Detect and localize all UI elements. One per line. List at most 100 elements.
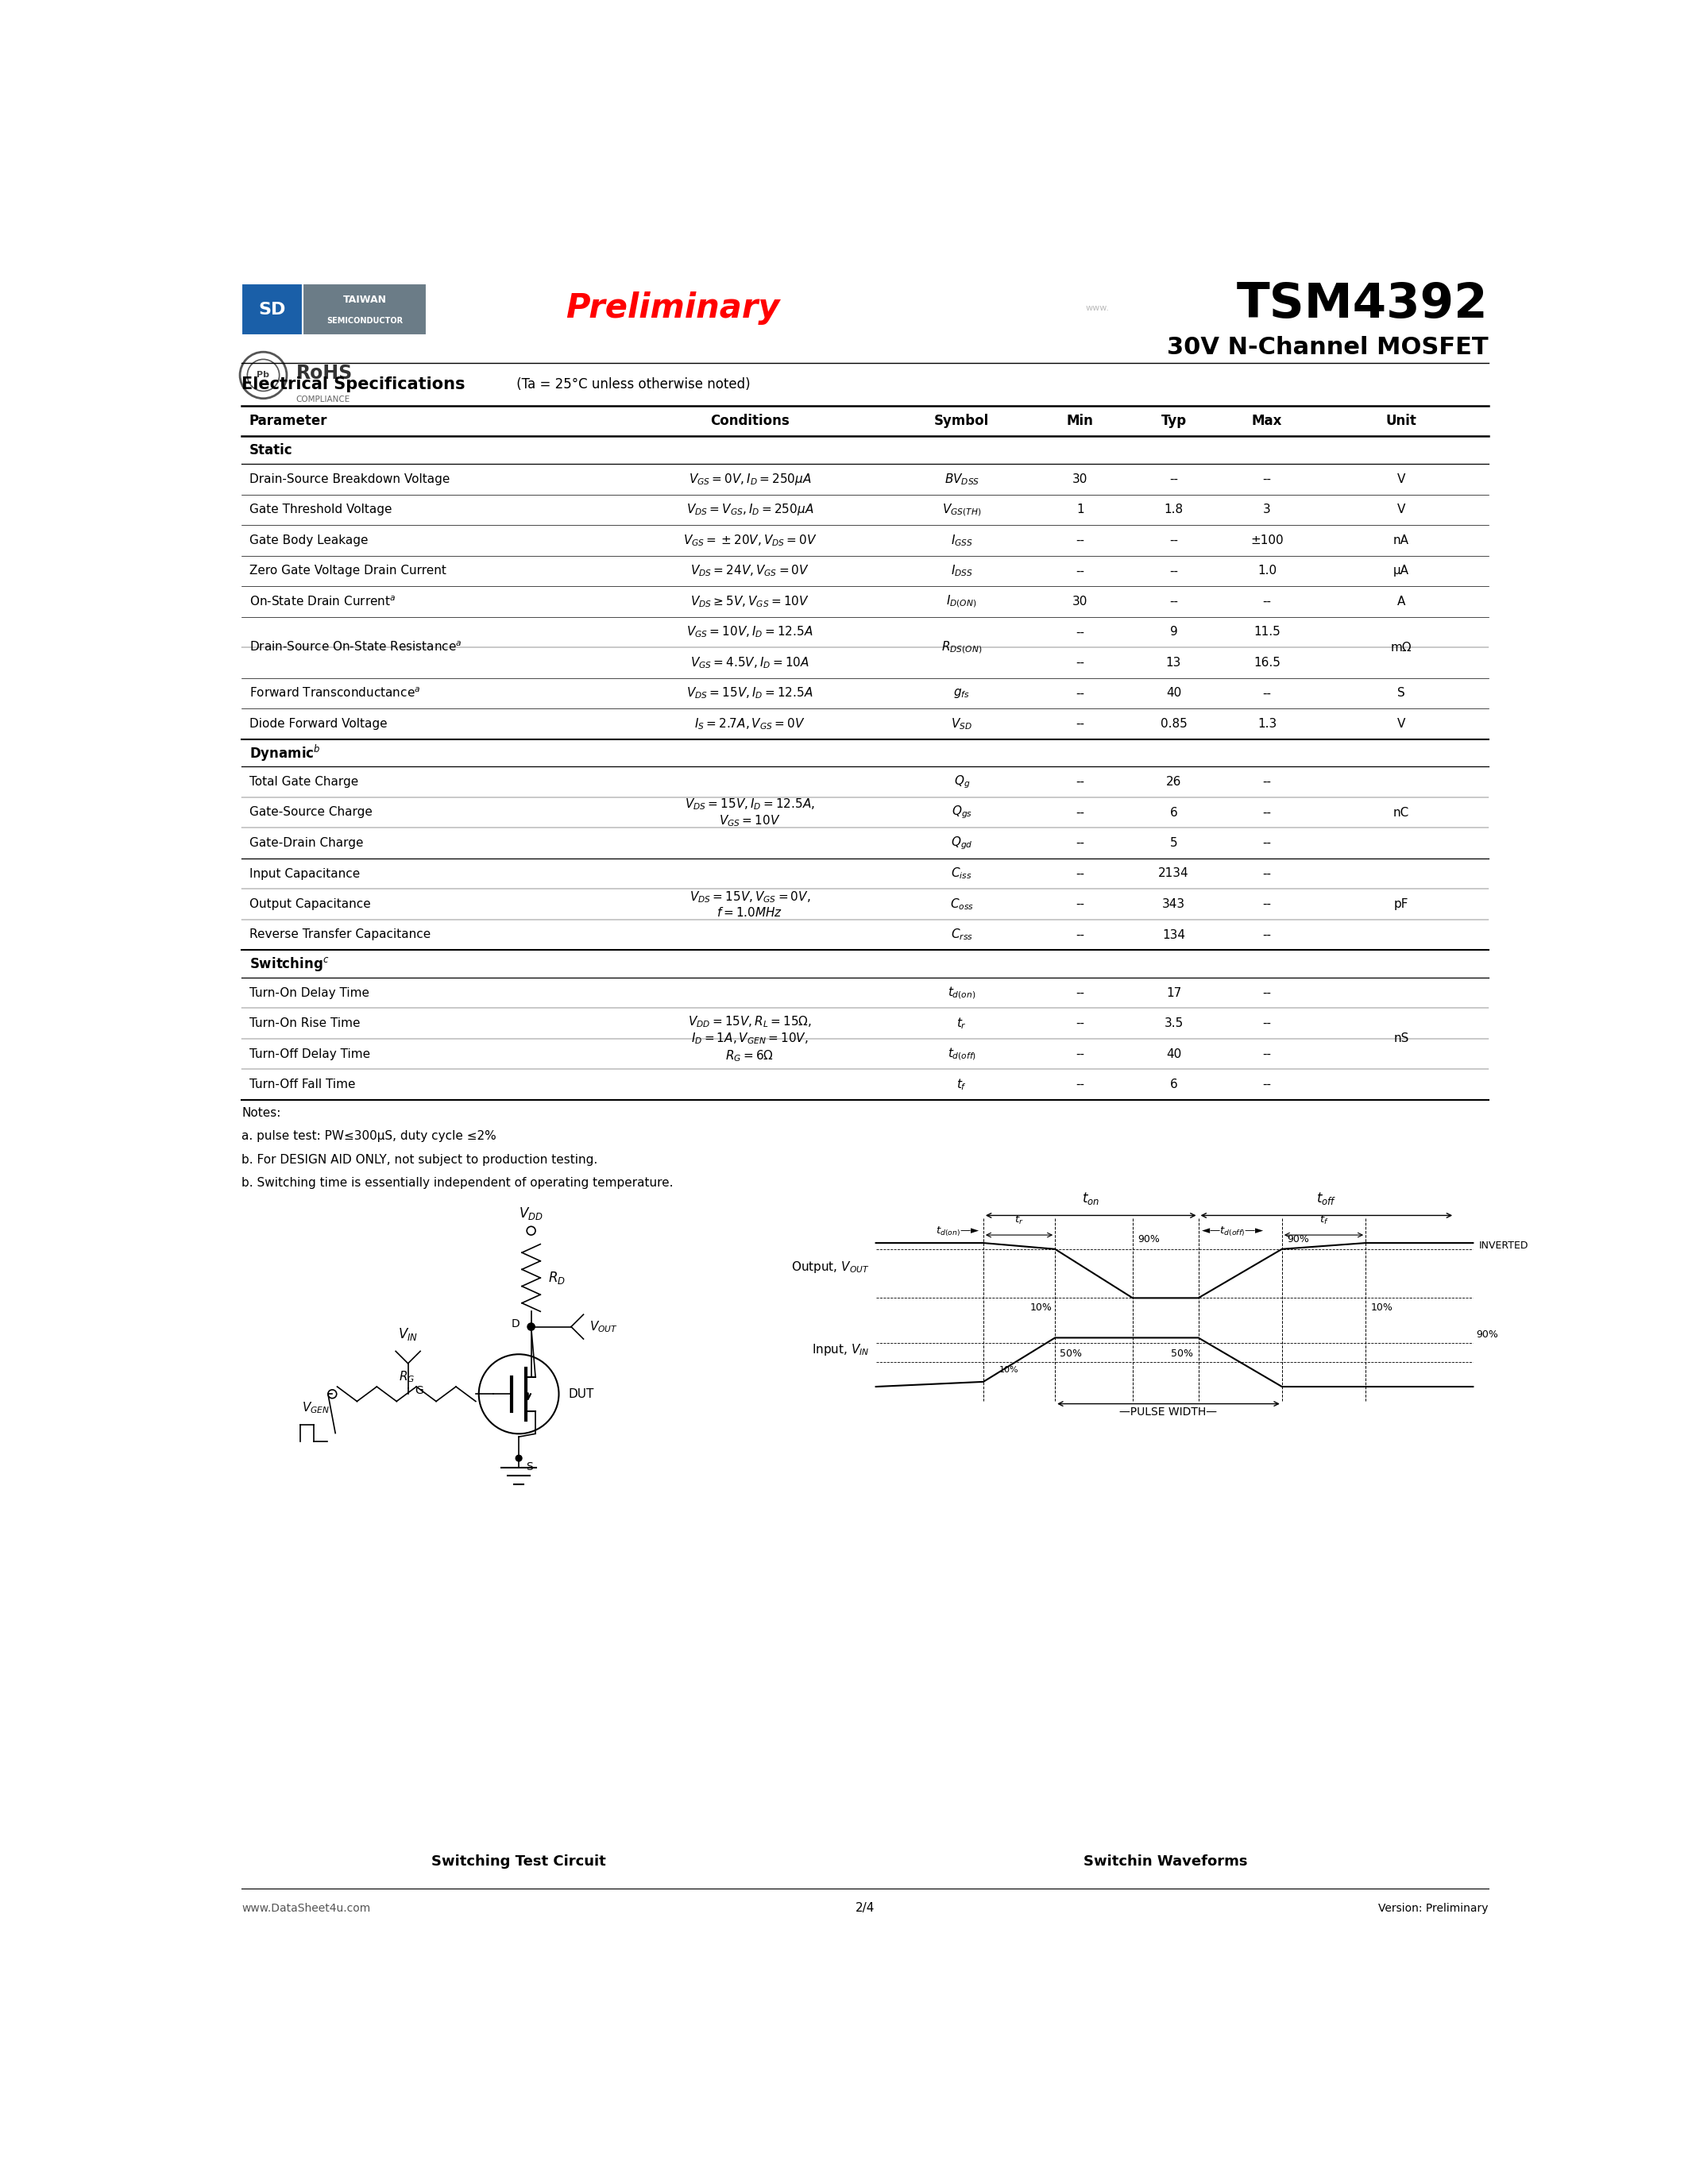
Text: Switching$^c$: Switching$^c$ — [250, 954, 329, 972]
Text: $V_{GS(TH)}$: $V_{GS(TH)}$ — [942, 502, 981, 518]
Text: $Q_{gd}$: $Q_{gd}$ — [950, 834, 972, 852]
Text: 9: 9 — [1170, 627, 1178, 638]
Text: 5: 5 — [1170, 836, 1178, 850]
Text: V: V — [1398, 719, 1406, 729]
Text: 1: 1 — [1077, 505, 1084, 515]
Text: --: -- — [1263, 806, 1271, 819]
Text: $V_{DS}=24V, V_{GS}=0V$: $V_{DS}=24V, V_{GS}=0V$ — [690, 563, 809, 579]
Text: --: -- — [1263, 898, 1271, 911]
Text: --: -- — [1263, 928, 1271, 941]
Text: 40: 40 — [1166, 1048, 1182, 1059]
Text: 30: 30 — [1072, 474, 1087, 485]
Text: $R_{DS(ON)}$: $R_{DS(ON)}$ — [942, 640, 982, 655]
Text: 2/4: 2/4 — [856, 1902, 874, 1913]
Text: --: -- — [1075, 627, 1084, 638]
Circle shape — [517, 1455, 522, 1461]
Text: Drain-Source On-State Resistance$^a$: Drain-Source On-State Resistance$^a$ — [250, 640, 463, 653]
Text: Turn-On Rise Time: Turn-On Rise Time — [250, 1018, 360, 1029]
Text: 134: 134 — [1161, 928, 1185, 941]
Text: b. For DESIGN AID ONLY, not subject to production testing.: b. For DESIGN AID ONLY, not subject to p… — [241, 1153, 598, 1166]
Text: Gate Threshold Voltage: Gate Threshold Voltage — [250, 505, 392, 515]
Text: 10%: 10% — [1371, 1302, 1393, 1313]
Text: $Q_{gs}$: $Q_{gs}$ — [952, 804, 972, 821]
Text: Forward Transconductance$^a$: Forward Transconductance$^a$ — [250, 686, 420, 699]
Text: nC: nC — [1393, 806, 1409, 819]
Text: $t_r$: $t_r$ — [957, 1016, 967, 1031]
Text: $g_{fs}$: $g_{fs}$ — [954, 686, 971, 699]
Text: S: S — [1398, 688, 1404, 699]
Bar — [302, 284, 427, 336]
Text: $t_{on}$: $t_{on}$ — [1082, 1190, 1099, 1206]
Text: --: -- — [1263, 867, 1271, 880]
Text: 10%: 10% — [999, 1367, 1018, 1374]
Text: Notes:: Notes: — [241, 1107, 280, 1118]
Text: nA: nA — [1393, 535, 1409, 546]
Text: --: -- — [1075, 775, 1084, 788]
Text: --: -- — [1075, 719, 1084, 729]
Text: 10%: 10% — [1030, 1302, 1052, 1313]
Text: G: G — [415, 1385, 424, 1396]
Text: $t_r$: $t_r$ — [1014, 1214, 1023, 1225]
Text: --: -- — [1263, 1018, 1271, 1029]
Text: $C_{iss}$: $C_{iss}$ — [952, 867, 972, 880]
Text: Gate-Source Charge: Gate-Source Charge — [250, 806, 371, 819]
Text: TAIWAN: TAIWAN — [343, 295, 387, 306]
Text: μA: μA — [1393, 566, 1409, 577]
Text: $C_{oss}$: $C_{oss}$ — [950, 898, 974, 911]
Text: --: -- — [1075, 867, 1084, 880]
Text: --: -- — [1263, 775, 1271, 788]
Text: --: -- — [1263, 474, 1271, 485]
Text: $V_{DS}=15V, I_D=12.5A$: $V_{DS}=15V, I_D=12.5A$ — [687, 686, 814, 701]
Text: 90%: 90% — [1475, 1330, 1499, 1339]
Text: nS: nS — [1394, 1033, 1409, 1044]
Text: RoHS: RoHS — [295, 365, 353, 382]
Text: 90%: 90% — [1286, 1234, 1308, 1245]
Text: Symbol: Symbol — [933, 415, 989, 428]
Text: Dynamic$^b$: Dynamic$^b$ — [250, 743, 321, 762]
Text: $V_{DS}\geq5V, V_{GS}=10V$: $V_{DS}\geq5V, V_{GS}=10V$ — [690, 594, 809, 609]
Text: 6: 6 — [1170, 1079, 1178, 1090]
Text: 343: 343 — [1161, 898, 1185, 911]
Text: $V_{DS}=15V, I_D=12.5A,$
$V_{GS}=10V$: $V_{DS}=15V, I_D=12.5A,$ $V_{GS}=10V$ — [685, 797, 815, 828]
Text: $V_{DS}=V_{GS}, I_D=250\mu A$: $V_{DS}=V_{GS}, I_D=250\mu A$ — [685, 502, 814, 518]
Text: 50%: 50% — [1060, 1348, 1082, 1358]
Text: --: -- — [1075, 1048, 1084, 1059]
Text: $V_{IN}$: $V_{IN}$ — [398, 1326, 419, 1341]
Text: $t_{off}$: $t_{off}$ — [1317, 1190, 1337, 1206]
Text: 1.8: 1.8 — [1165, 505, 1183, 515]
Text: $I_{D(ON)}$: $I_{D(ON)}$ — [947, 594, 977, 609]
Text: $BV_{DSS}$: $BV_{DSS}$ — [944, 472, 979, 487]
Text: Zero Gate Voltage Drain Current: Zero Gate Voltage Drain Current — [250, 566, 446, 577]
Text: --: -- — [1170, 474, 1178, 485]
Text: 90%: 90% — [1138, 1234, 1160, 1245]
Text: 3: 3 — [1263, 505, 1271, 515]
Text: --: -- — [1075, 1018, 1084, 1029]
Text: 30V N-Channel MOSFET: 30V N-Channel MOSFET — [1166, 336, 1489, 358]
Text: ◄—$t_{d(off)}$—►: ◄—$t_{d(off)}$—► — [1202, 1225, 1264, 1238]
Text: Input Capacitance: Input Capacitance — [250, 867, 360, 880]
Text: 16.5: 16.5 — [1254, 657, 1281, 668]
Text: $t_{d(on)}$: $t_{d(on)}$ — [947, 985, 976, 1000]
Text: a. pulse test: PW≤300μS, duty cycle ≤2%: a. pulse test: PW≤300μS, duty cycle ≤2% — [241, 1131, 496, 1142]
Text: www.: www. — [1085, 304, 1109, 312]
Text: Turn-Off Fall Time: Turn-Off Fall Time — [250, 1079, 354, 1090]
Text: $V_{GS}=10V, I_D=12.5A$: $V_{GS}=10V, I_D=12.5A$ — [687, 625, 814, 640]
Text: Input, $V_{IN}$: Input, $V_{IN}$ — [812, 1343, 869, 1358]
Text: 2134: 2134 — [1158, 867, 1188, 880]
Text: —PULSE WIDTH—: —PULSE WIDTH— — [1119, 1406, 1217, 1417]
Text: 17: 17 — [1166, 987, 1182, 998]
Text: $V_{GEN}$: $V_{GEN}$ — [302, 1400, 329, 1415]
Text: Pb: Pb — [257, 371, 270, 380]
Text: --: -- — [1263, 987, 1271, 998]
Text: Turn-On Delay Time: Turn-On Delay Time — [250, 987, 370, 998]
Text: V: V — [1398, 505, 1406, 515]
Text: $R_G$: $R_G$ — [398, 1369, 415, 1385]
Text: Min: Min — [1067, 415, 1094, 428]
Text: $I_S=2.7A, V_{GS}=0V$: $I_S=2.7A, V_{GS}=0V$ — [694, 716, 805, 732]
Text: $V_{DD}=15V, R_L=15\Omega,$
$I_D=1A, V_{GEN}=10V,$
$R_G=6\Omega$: $V_{DD}=15V, R_L=15\Omega,$ $I_D=1A, V_{… — [689, 1013, 812, 1064]
Text: Diode Forward Voltage: Diode Forward Voltage — [250, 719, 387, 729]
Text: $V_{SD}$: $V_{SD}$ — [950, 716, 972, 732]
Text: --: -- — [1075, 806, 1084, 819]
Text: --: -- — [1170, 566, 1178, 577]
Text: 13: 13 — [1166, 657, 1182, 668]
